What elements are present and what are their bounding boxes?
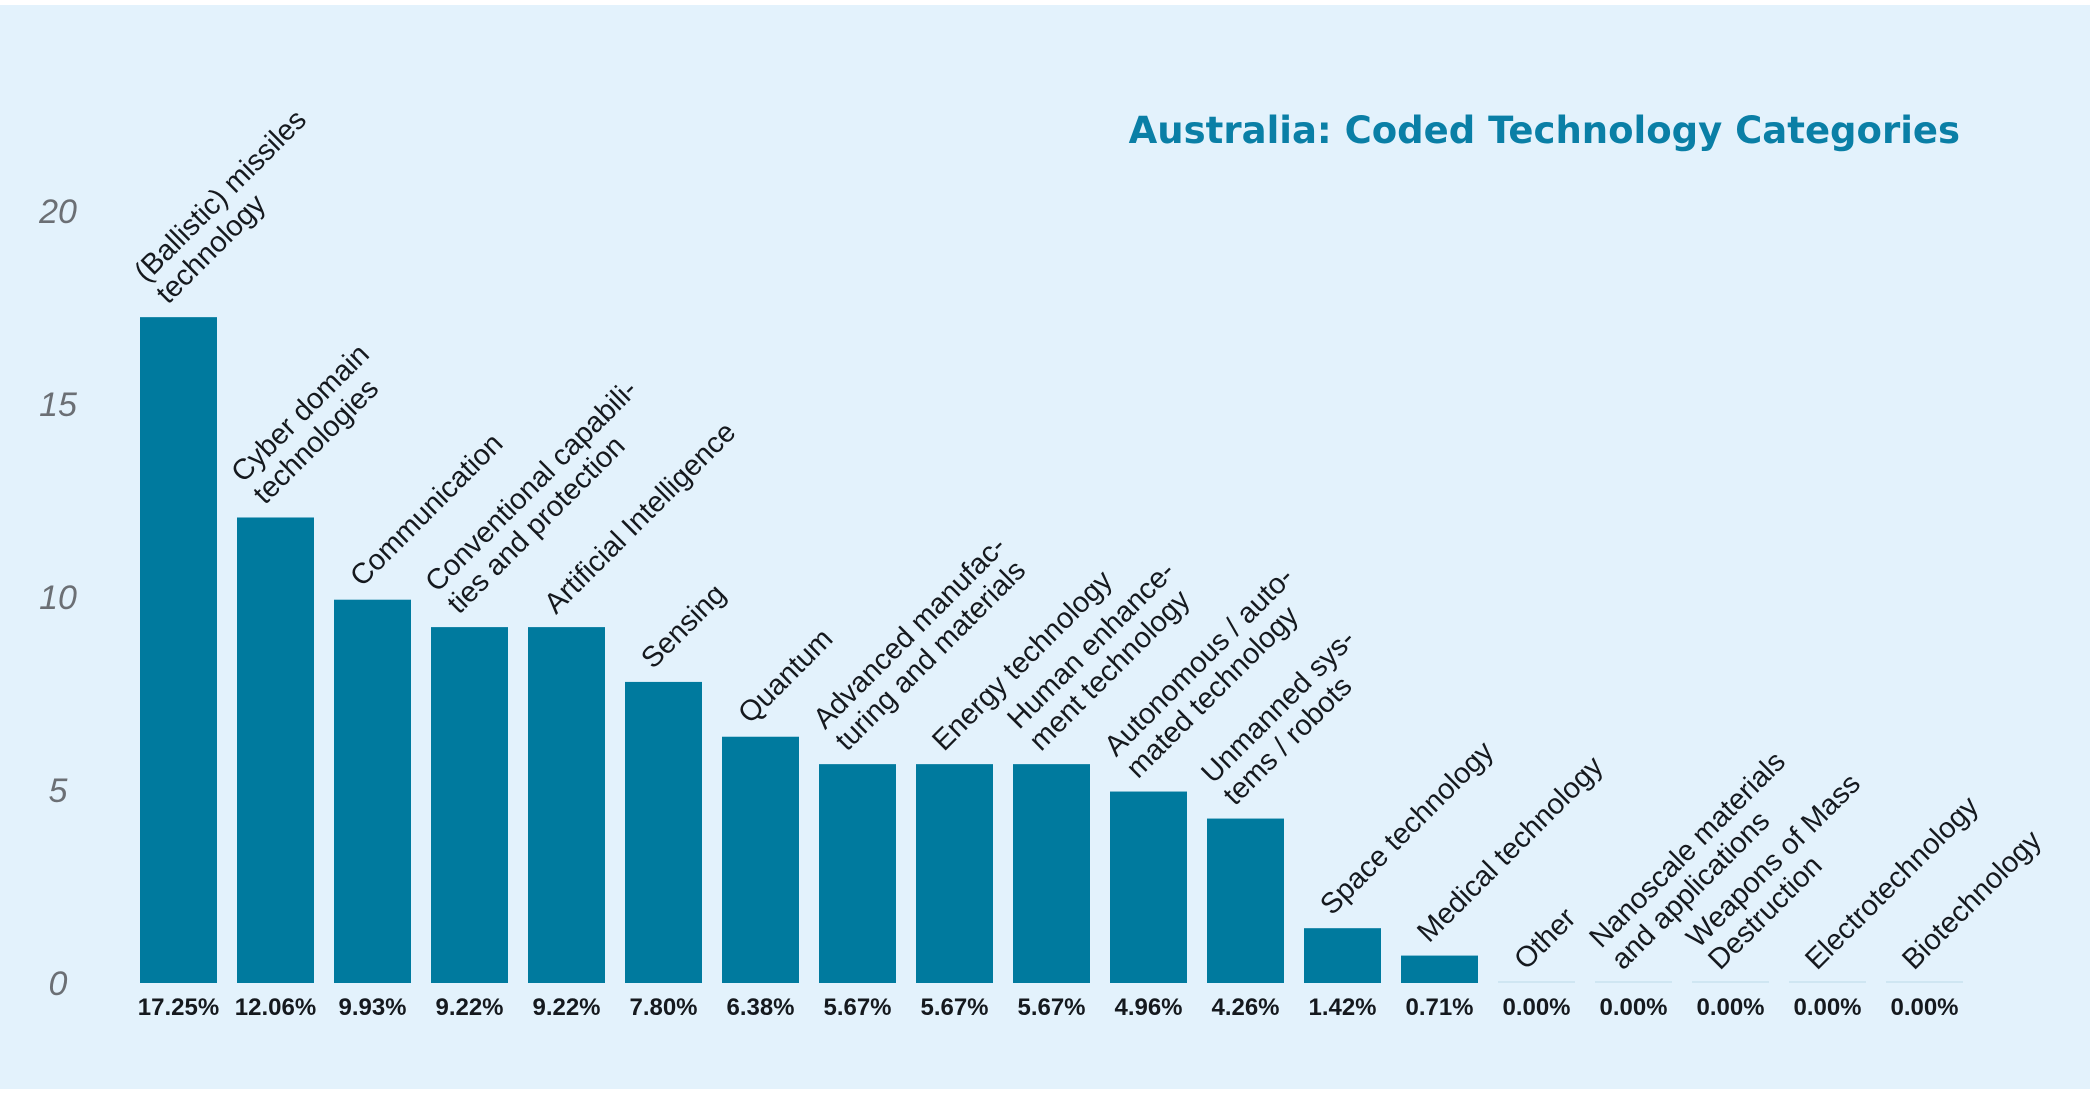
bar	[237, 517, 314, 983]
y-tick-label: 10	[39, 579, 77, 617]
value-label: 5.67%	[920, 994, 988, 1021]
y-axis: 0 5 10 15 20	[38, 193, 77, 1003]
category-label: Other	[1508, 902, 1582, 976]
bar	[1498, 981, 1575, 983]
chart-title: Australia: Coded Technology Categories	[1129, 109, 1960, 152]
chart-container: Australia: Coded Technology Categories 0…	[0, 5, 2090, 1089]
category-label-line: Sensing	[635, 578, 732, 675]
value-label: 12.06%	[235, 994, 316, 1021]
category-label: Cyber domaintechnologies	[225, 338, 397, 510]
bar	[1692, 981, 1769, 983]
bar	[819, 764, 896, 983]
bar-chart: Australia: Coded Technology Categories 0…	[38, 104, 2048, 1021]
bar	[1595, 981, 1672, 983]
y-tick-label: 15	[39, 386, 77, 424]
bar	[1110, 791, 1187, 983]
bar	[1886, 981, 1963, 983]
value-label: 9.93%	[338, 994, 406, 1021]
bar	[1789, 981, 1866, 983]
bar	[625, 681, 702, 983]
category-label: (Ballistic) missilestechnology	[128, 104, 334, 310]
value-label: 5.67%	[823, 994, 891, 1021]
bar	[528, 627, 605, 983]
value-label: 9.22%	[532, 994, 600, 1021]
bar	[722, 736, 799, 983]
bar	[1207, 818, 1284, 983]
bar	[1304, 928, 1381, 983]
category-label: Sensing	[635, 578, 732, 675]
value-label: 4.96%	[1114, 994, 1182, 1021]
value-label: 7.80%	[629, 994, 697, 1021]
value-label: 4.26%	[1211, 994, 1279, 1021]
category-label: Advanced manufac-turing and materials	[807, 530, 1034, 757]
value-label: 5.67%	[1017, 994, 1085, 1021]
bar	[1401, 955, 1478, 983]
bar	[140, 317, 217, 983]
bars: 17.25% (Ballistic) missilestechnology 12.0…	[128, 104, 2048, 1021]
value-label: 1.42%	[1308, 994, 1376, 1021]
value-label: 6.38%	[726, 994, 794, 1021]
value-label: 9.22%	[435, 994, 503, 1021]
value-label: 0.00%	[1696, 994, 1764, 1021]
value-label: 17.25%	[138, 994, 219, 1021]
value-label: 0.00%	[1599, 994, 1667, 1021]
value-label: 0.71%	[1405, 994, 1473, 1021]
bar	[1013, 764, 1090, 983]
bar	[431, 627, 508, 983]
category-label-line: Other	[1508, 902, 1582, 976]
value-label: 0.00%	[1502, 994, 1570, 1021]
y-tick-label: 5	[49, 772, 68, 810]
y-tick-label: 0	[49, 965, 68, 1003]
value-label: 0.00%	[1890, 994, 1958, 1021]
category-label-line: turing and materials	[829, 554, 1032, 757]
bar	[334, 599, 411, 983]
value-label: 0.00%	[1793, 994, 1861, 1021]
y-tick-label: 20	[38, 193, 77, 231]
bar	[916, 764, 993, 983]
